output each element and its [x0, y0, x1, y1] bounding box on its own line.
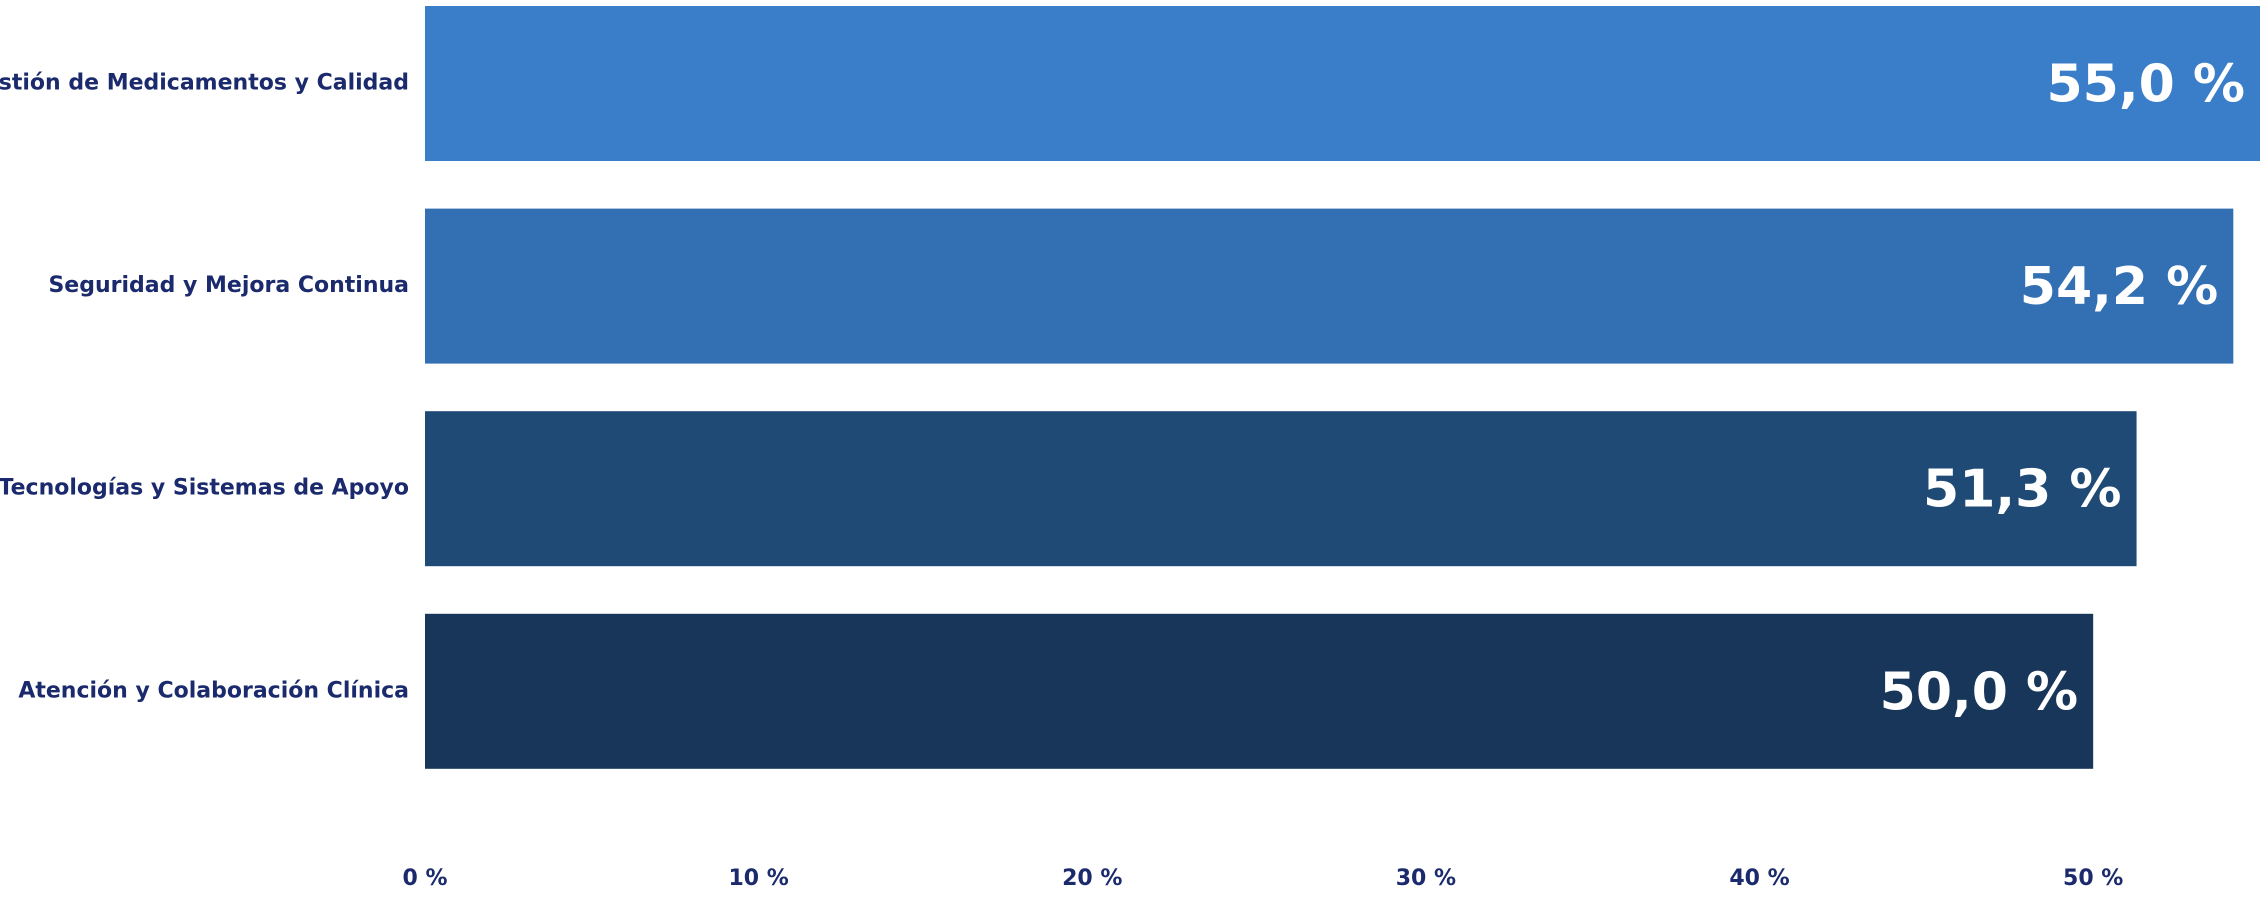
- bar: [425, 613, 2094, 769]
- value-label: 55,0 %: [2046, 55, 2245, 115]
- x-tick-label: 20 %: [1062, 866, 1122, 891]
- x-tick-label: 50 %: [2063, 866, 2123, 891]
- category-label: Tecnologías y Sistemas de Apoyo: [0, 476, 409, 501]
- x-tick-label: 10 %: [728, 866, 788, 891]
- value-label: 51,3 %: [1923, 460, 2122, 520]
- value-label: 54,2 %: [2020, 257, 2219, 317]
- bar: [425, 208, 2234, 364]
- category-label: Gestión de Medicamentos y Calidad: [0, 71, 409, 96]
- x-tick-label: 30 %: [1396, 866, 1456, 891]
- category-label: Atención y Colaboración Clínica: [18, 678, 409, 703]
- value-label: 50,0 %: [1880, 662, 2079, 722]
- category-label: Seguridad y Mejora Continua: [48, 273, 409, 298]
- x-tick-label: 40 %: [1729, 866, 1789, 891]
- bar: [425, 411, 2137, 567]
- bar: [425, 6, 2260, 161]
- x-tick-label: 0 %: [402, 866, 447, 891]
